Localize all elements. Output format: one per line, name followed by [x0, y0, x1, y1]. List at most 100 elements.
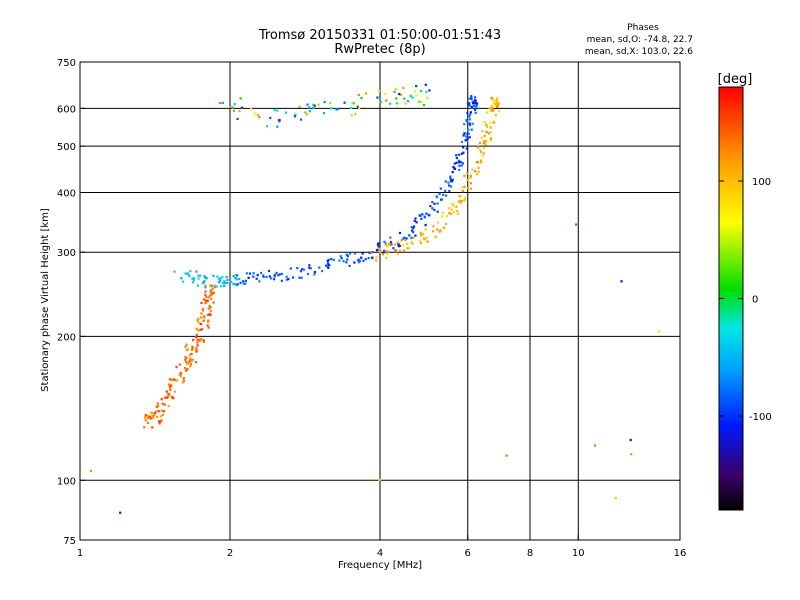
- data-point: [460, 164, 463, 167]
- data-point: [252, 272, 255, 275]
- data-point: [198, 337, 201, 340]
- data-point: [462, 151, 465, 154]
- data-point: [455, 157, 458, 160]
- data-point: [469, 187, 472, 190]
- data-point: [395, 87, 398, 90]
- data-point: [198, 322, 201, 325]
- data-point: [431, 207, 434, 210]
- data-point: [292, 276, 295, 279]
- data-point: [489, 121, 492, 124]
- data-point: [467, 132, 470, 135]
- data-point: [305, 113, 309, 116]
- data-point: [426, 96, 429, 100]
- data-point: [255, 277, 258, 280]
- data-point: [407, 234, 411, 237]
- data-point: [205, 277, 208, 280]
- data-point: [330, 258, 333, 261]
- data-point: [461, 186, 464, 189]
- data-point: [449, 212, 453, 216]
- data-point: [221, 101, 224, 104]
- data-point: [490, 107, 493, 110]
- data-point: [360, 256, 363, 259]
- data-point: [273, 273, 276, 276]
- data-point: [424, 228, 427, 231]
- data-point: [378, 247, 381, 250]
- data-point: [493, 99, 496, 102]
- data-point: [629, 438, 632, 442]
- data-point: [149, 411, 152, 414]
- data-point: [220, 285, 223, 288]
- data-point: [232, 282, 235, 285]
- data-point: [200, 323, 203, 326]
- data-point: [343, 101, 346, 104]
- data-point: [285, 275, 288, 278]
- data-point: [326, 265, 329, 268]
- data-point: [474, 170, 477, 173]
- data-point: [462, 146, 465, 149]
- data-point: [306, 272, 310, 275]
- data-point: [407, 247, 410, 250]
- data-point: [308, 264, 311, 267]
- data-point: [489, 137, 492, 140]
- data-point: [338, 259, 341, 262]
- data-point: [385, 249, 388, 252]
- data-point: [468, 113, 472, 116]
- data-point: [202, 298, 206, 301]
- data-point: [364, 92, 368, 95]
- data-point: [393, 243, 396, 246]
- data-point: [406, 100, 409, 103]
- data-point: [195, 350, 198, 353]
- y-tick-label: 500: [57, 142, 76, 153]
- data-point: [419, 231, 422, 234]
- data-point: [353, 252, 357, 255]
- stats-x-mode: mean, sd,X: 103.0, 22.6: [585, 47, 693, 57]
- data-point: [208, 313, 211, 316]
- data-point: [463, 185, 466, 188]
- data-point: [393, 90, 396, 93]
- data-point: [415, 85, 418, 88]
- data-point: [460, 140, 464, 144]
- data-point: [463, 132, 466, 135]
- stats-o-mode: mean, sd,O: -74.8, 22.7: [587, 35, 693, 45]
- data-point: [401, 237, 404, 240]
- data-point: [402, 86, 405, 90]
- data-point: [401, 244, 404, 247]
- data-point: [188, 275, 191, 278]
- data-point: [195, 327, 198, 330]
- grid-lines: [80, 62, 680, 540]
- stats-header: Phases: [627, 23, 659, 33]
- data-point: [472, 102, 475, 105]
- data-point: [200, 316, 203, 319]
- data-point: [169, 388, 172, 391]
- data-point: [357, 94, 360, 97]
- data-point: [448, 211, 451, 215]
- x-tick-label: 6: [465, 548, 471, 559]
- data-point: [304, 111, 307, 114]
- data-point: [298, 276, 301, 279]
- data-point: [189, 363, 192, 366]
- data-point: [414, 234, 417, 237]
- data-point: [196, 320, 199, 323]
- data-point: [466, 178, 469, 182]
- colorbar-tick-label: -100: [749, 412, 772, 423]
- data-point: [232, 109, 235, 112]
- data-point: [210, 294, 213, 297]
- data-point: [489, 139, 492, 142]
- data-point: [496, 104, 499, 108]
- data-point: [154, 412, 157, 415]
- data-point: [445, 215, 448, 218]
- data-point: [231, 106, 234, 109]
- data-point: [470, 97, 473, 100]
- x-tick-label: 8: [527, 548, 533, 559]
- data-point: [191, 345, 194, 348]
- data-point: [410, 236, 413, 239]
- data-point: [463, 199, 466, 202]
- data-point: [488, 107, 491, 110]
- data-point: [265, 125, 269, 128]
- data-point: [494, 103, 497, 106]
- chart-title: Tromsø 20150331 01:50:00-01:51:43: [258, 28, 501, 43]
- data-point: [453, 167, 456, 171]
- data-point: [410, 225, 413, 229]
- data-point: [400, 93, 403, 96]
- data-point: [457, 200, 460, 203]
